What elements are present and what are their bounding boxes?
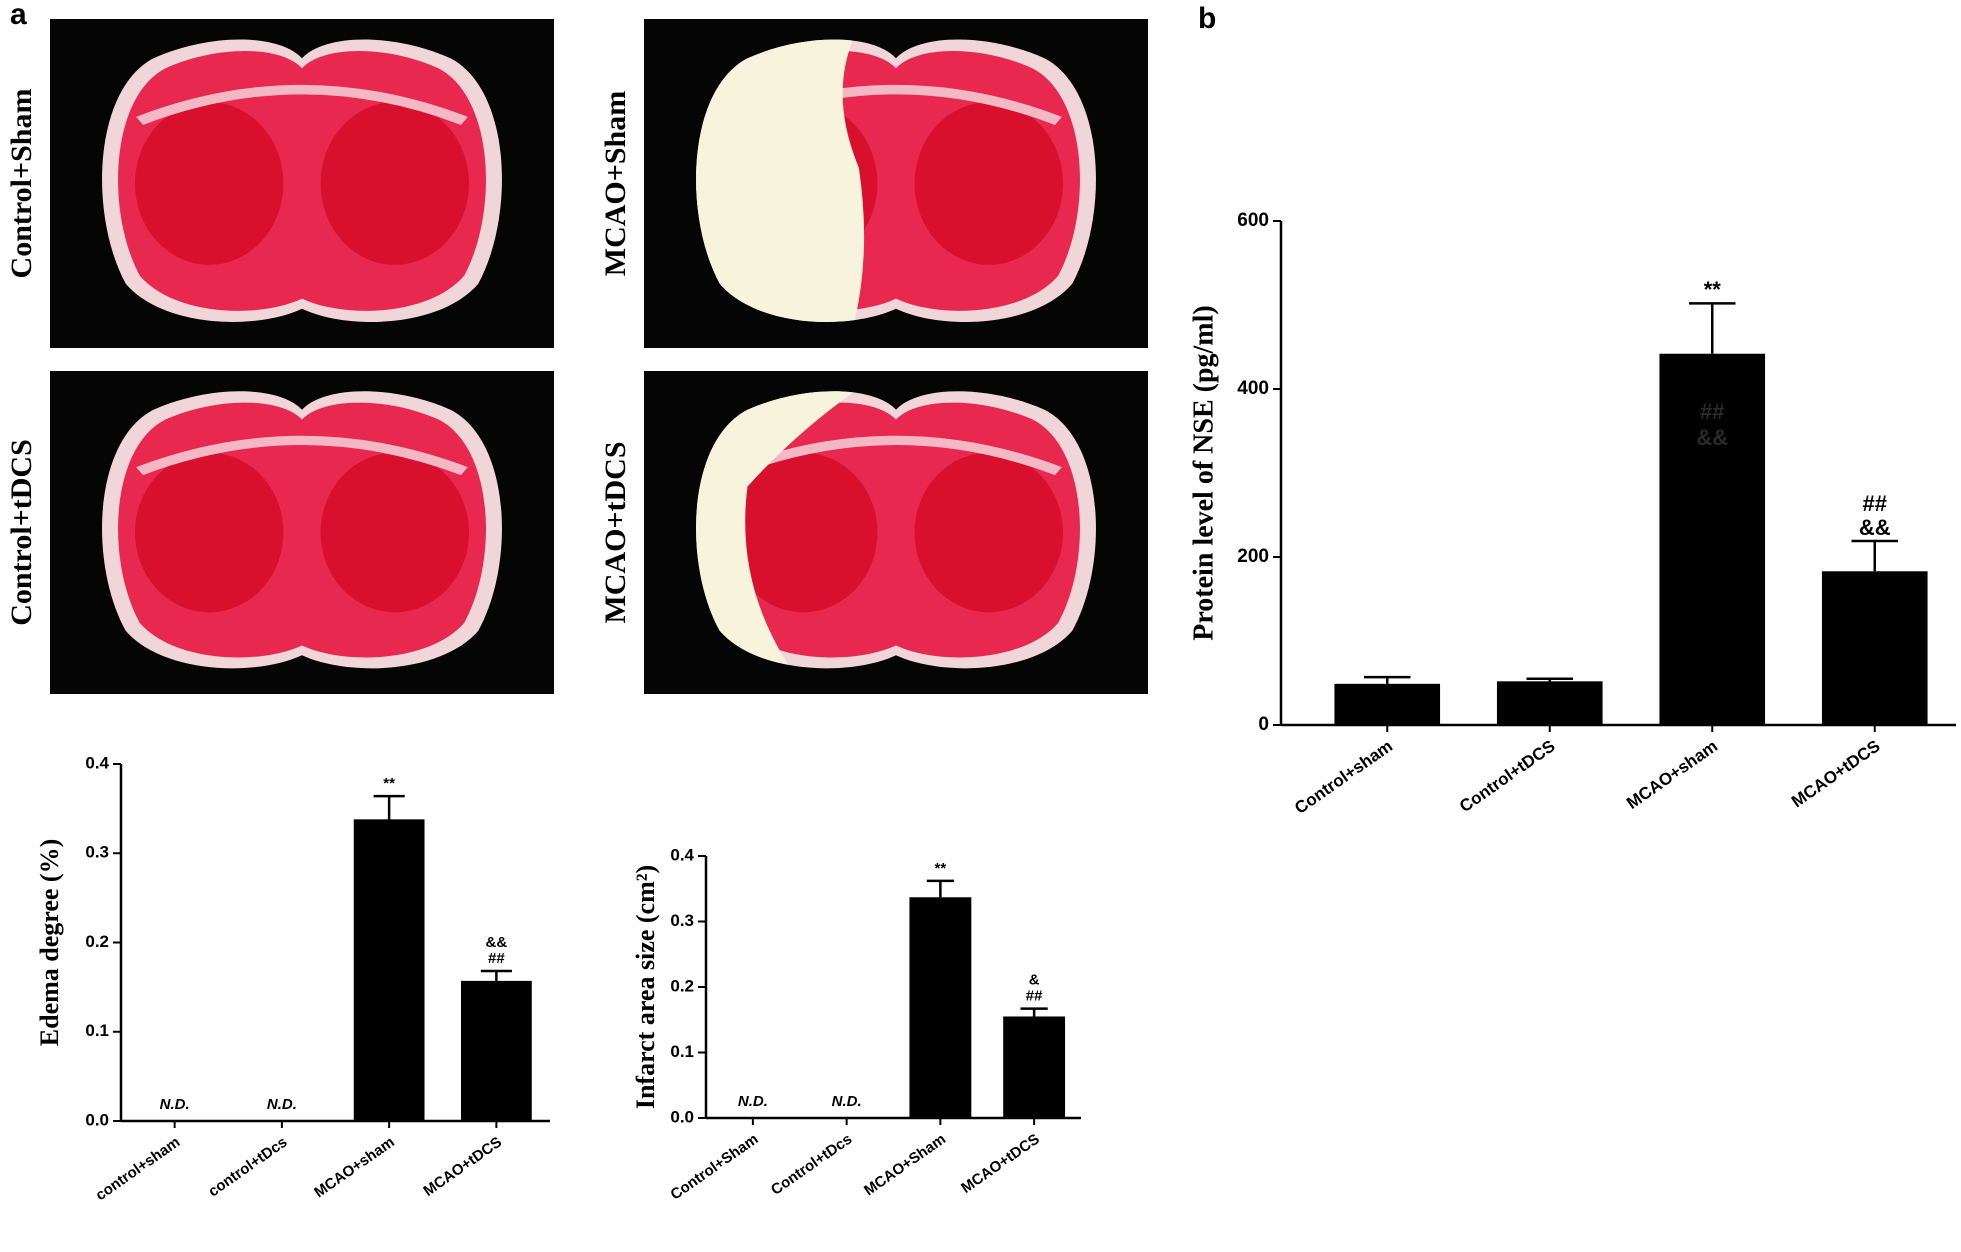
annotation: N.D. [738,1093,768,1110]
y-tick-label: 0.2 [670,976,694,995]
bar [1821,571,1928,725]
infarct [696,391,873,669]
y-tick-label: 0.1 [670,1042,694,1061]
bar [1003,1016,1066,1118]
annotation: ## [1863,491,1887,516]
infarct-area [696,391,873,669]
image-label: Control+tDCS [5,439,38,626]
bar [353,819,425,1121]
error-bar [1526,677,1573,682]
annotation: && [1859,515,1891,540]
corpus-callosum [136,84,468,125]
bar [1659,353,1766,725]
x-tick-label: MCAO+tDCS [958,1131,1043,1197]
infarct-area [696,39,865,322]
error-bar [1020,1007,1048,1017]
y-tick-label: 0.0 [670,1107,694,1126]
x-tick-label: Control+sham [1291,736,1396,817]
striatum [320,102,470,265]
x-tick-label: MCAO+sham [1623,736,1721,813]
striatum [914,102,1064,265]
x-tick-label: control+tDcs [205,1134,290,1201]
striatum [320,452,470,613]
y-tick-label: 0.1 [85,1021,109,1040]
y-axis-label: Protein level of NSE (pg/ml) [1188,305,1219,640]
y-tick-label: 400 [1237,378,1269,399]
annotation: & [1029,972,1040,989]
y-tick-label: 0.4 [85,753,109,772]
image-label: MCAO+tDCS [599,441,632,623]
annotation: ** [383,775,395,792]
y-tick-label: 0.4 [670,845,694,864]
panel-label: a [10,0,27,31]
inner-annotation: && [1696,425,1728,450]
striatum [134,452,284,613]
y-tick-label: 0.3 [670,911,694,930]
error-bar [373,794,405,820]
y-tick-label: 0.2 [85,932,109,951]
inner-annotation: ## [1700,399,1724,424]
annotation: N.D. [267,1096,297,1113]
bar [1496,681,1603,725]
x-tick-label: MCAO+Sham [861,1131,949,1200]
error-bar [480,969,512,981]
x-tick-label: Control+tDcs [768,1131,855,1199]
striatum [134,102,284,265]
error-bar [1851,539,1898,572]
error-bar [1689,302,1736,354]
annotation: ** [1704,277,1722,302]
x-tick-label: control+sham [93,1134,184,1205]
annotation: ## [488,950,505,967]
x-tick-label: Control+tDCS [1456,736,1559,816]
brain-section [102,39,502,322]
brain-section [102,391,502,669]
y-tick-label: 200 [1237,546,1269,567]
error-bar [926,879,954,898]
bar [460,980,532,1121]
corpus-callosum [136,435,468,476]
y-tick-label: 0.0 [85,1110,109,1129]
striatum [914,452,1064,613]
y-tick-label: 0 [1258,714,1269,735]
x-tick-label: MCAO+sham [311,1134,398,1202]
annotation: ## [1026,988,1043,1005]
x-tick-label: MCAO+tDCS [1788,736,1884,811]
x-tick-label: MCAO+tDCS [420,1134,505,1200]
image-label: Control+Sham [5,89,38,279]
infarct [696,39,865,322]
y-axis-label: Edema degree (%) [35,839,64,1046]
y-tick-label: 0.3 [85,843,109,862]
striatum [728,452,878,613]
panel-label: b [1198,2,1216,35]
brain-section [696,391,1096,669]
bar [1334,683,1441,725]
annotation: N.D. [160,1096,190,1113]
x-tick-label: Control+Sham [667,1131,761,1204]
error-bar [1364,675,1411,684]
annotation: N.D. [832,1093,862,1110]
annotation: ** [935,860,947,877]
annotation: && [486,934,508,951]
brain-section [696,39,1096,322]
y-tick-label: 600 [1237,210,1269,231]
bar [909,897,972,1118]
y-axis-label: Infarct area size (cm²) [631,865,660,1109]
image-label: MCAO+Sham [599,91,632,276]
